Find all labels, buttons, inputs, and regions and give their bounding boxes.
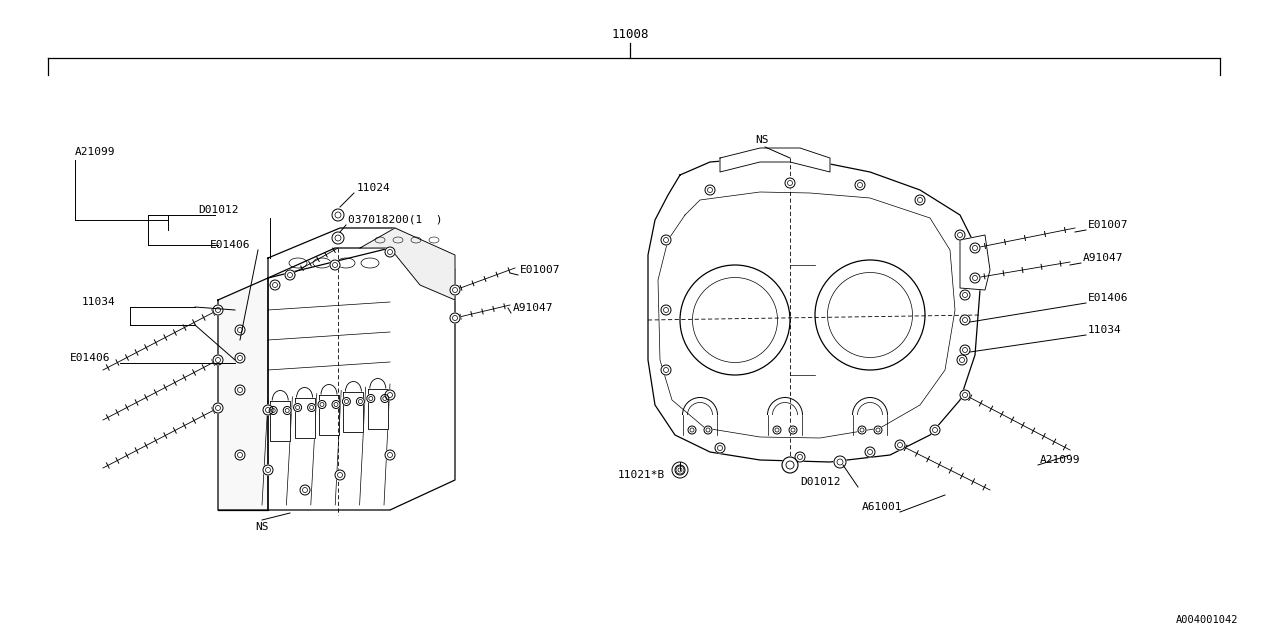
Circle shape <box>332 401 340 408</box>
Text: A21099: A21099 <box>76 147 115 157</box>
Polygon shape <box>268 248 454 510</box>
Text: NS: NS <box>755 135 768 145</box>
Text: 11034: 11034 <box>82 297 115 307</box>
Circle shape <box>270 280 280 290</box>
Circle shape <box>931 425 940 435</box>
Circle shape <box>451 313 460 323</box>
Circle shape <box>660 235 671 245</box>
Circle shape <box>451 285 460 295</box>
Circle shape <box>283 406 292 415</box>
Text: A91047: A91047 <box>1083 253 1124 263</box>
Circle shape <box>773 426 781 434</box>
Circle shape <box>957 355 966 365</box>
Polygon shape <box>319 394 339 435</box>
Circle shape <box>874 426 882 434</box>
Text: E01406: E01406 <box>210 240 251 250</box>
Circle shape <box>960 315 970 325</box>
Circle shape <box>660 365 671 375</box>
Circle shape <box>335 470 346 480</box>
Circle shape <box>689 426 696 434</box>
Circle shape <box>970 243 980 253</box>
Circle shape <box>262 405 273 415</box>
Circle shape <box>675 465 685 475</box>
Text: 11024: 11024 <box>357 183 390 193</box>
Circle shape <box>915 195 925 205</box>
Circle shape <box>343 397 351 406</box>
Text: 11008: 11008 <box>612 29 649 42</box>
Circle shape <box>367 394 375 403</box>
Text: E01007: E01007 <box>520 265 561 275</box>
Circle shape <box>704 426 712 434</box>
Text: E01406: E01406 <box>1088 293 1129 303</box>
Polygon shape <box>270 401 291 440</box>
Text: D01012: D01012 <box>800 477 841 487</box>
Circle shape <box>385 450 396 460</box>
Circle shape <box>212 305 223 315</box>
Text: NS: NS <box>255 522 269 532</box>
Circle shape <box>212 355 223 365</box>
Circle shape <box>330 260 340 270</box>
Circle shape <box>960 345 970 355</box>
Polygon shape <box>343 392 364 431</box>
Circle shape <box>236 385 244 395</box>
Text: A004001042: A004001042 <box>1175 615 1238 625</box>
Circle shape <box>236 353 244 363</box>
Circle shape <box>970 273 980 283</box>
Circle shape <box>332 232 344 244</box>
Circle shape <box>332 209 344 221</box>
Circle shape <box>705 185 716 195</box>
Circle shape <box>385 247 396 257</box>
Text: E01406: E01406 <box>70 353 110 363</box>
Circle shape <box>236 450 244 460</box>
Circle shape <box>285 270 294 280</box>
Circle shape <box>381 394 389 403</box>
Polygon shape <box>367 388 388 429</box>
Polygon shape <box>719 148 829 172</box>
Circle shape <box>300 485 310 495</box>
Text: A61001: A61001 <box>861 502 902 512</box>
Circle shape <box>960 390 970 400</box>
Text: E01007: E01007 <box>1088 220 1129 230</box>
Circle shape <box>785 178 795 188</box>
Circle shape <box>960 290 970 300</box>
Circle shape <box>262 465 273 475</box>
Circle shape <box>865 447 876 457</box>
Polygon shape <box>268 228 454 278</box>
Circle shape <box>782 457 797 473</box>
Circle shape <box>858 426 867 434</box>
Circle shape <box>835 456 846 468</box>
Circle shape <box>356 397 365 406</box>
Circle shape <box>795 452 805 462</box>
Polygon shape <box>218 278 268 510</box>
Circle shape <box>895 440 905 450</box>
Polygon shape <box>648 158 980 462</box>
Circle shape <box>317 401 326 408</box>
Circle shape <box>236 325 244 335</box>
Circle shape <box>788 426 797 434</box>
Text: 037018200(1  ): 037018200(1 ) <box>348 215 443 225</box>
Circle shape <box>716 443 724 453</box>
Circle shape <box>307 403 316 412</box>
Text: 11034: 11034 <box>1088 325 1121 335</box>
Text: 11021*B: 11021*B <box>618 470 666 480</box>
Circle shape <box>269 406 278 415</box>
Text: A91047: A91047 <box>513 303 553 313</box>
Circle shape <box>385 390 396 400</box>
Circle shape <box>855 180 865 190</box>
Text: A21099: A21099 <box>1039 455 1080 465</box>
Circle shape <box>293 403 302 412</box>
Circle shape <box>660 305 671 315</box>
Circle shape <box>212 403 223 413</box>
Circle shape <box>672 462 689 478</box>
Text: D01012: D01012 <box>198 205 238 215</box>
Polygon shape <box>960 235 989 290</box>
Polygon shape <box>360 228 454 300</box>
Polygon shape <box>294 397 315 438</box>
Circle shape <box>955 230 965 240</box>
